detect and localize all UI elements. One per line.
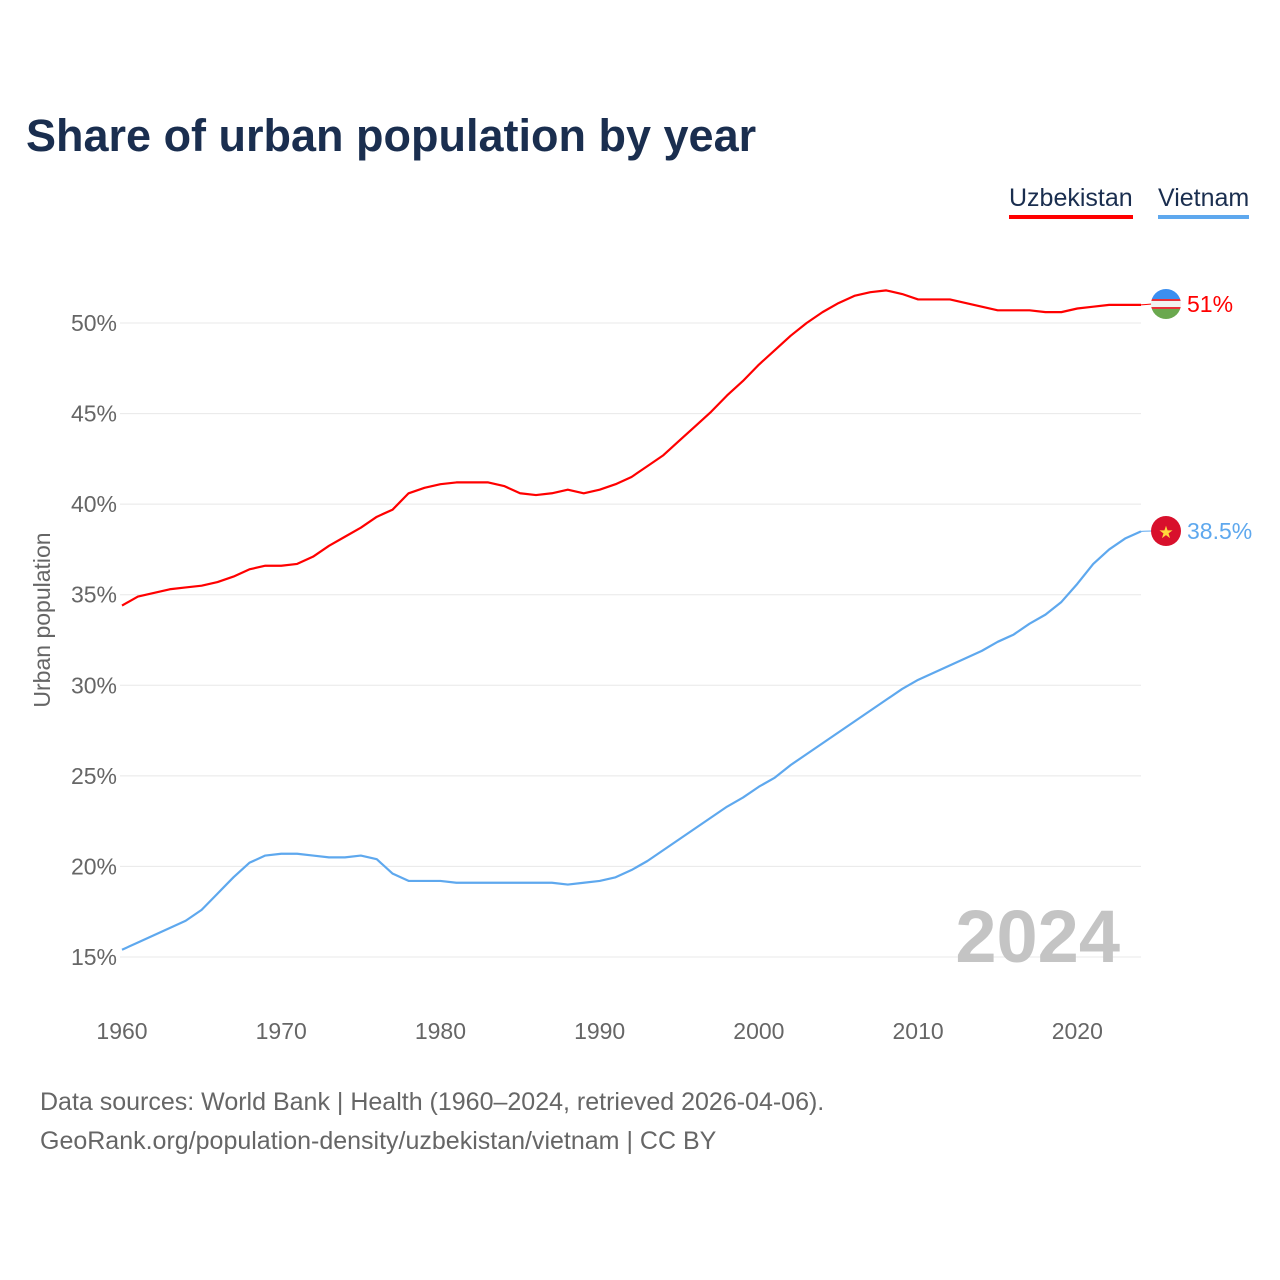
y-axis-label: Urban population: [29, 532, 55, 707]
end-value-label-uzbekistan: 51%: [1187, 291, 1233, 317]
end-value-label-vietnam: 38.5%: [1187, 518, 1252, 544]
y-tick-label: 30%: [71, 672, 117, 698]
footer-sources: Data sources: World Bank | Health (1960–…: [40, 1088, 825, 1116]
series-line-vietnam: [121, 530, 1142, 951]
x-tick-label: 1980: [415, 1018, 466, 1044]
y-tick-label: 40%: [71, 491, 117, 517]
x-tick-label: 1960: [96, 1018, 147, 1044]
legend-item-uzbekistan[interactable]: Uzbekistan: [1009, 184, 1133, 219]
x-tick-label: 1990: [574, 1018, 625, 1044]
series-line-uzbekistan: [121, 289, 1141, 607]
y-tick-label: 25%: [71, 763, 117, 789]
y-tick-label: 15%: [71, 944, 117, 970]
vietnam-flag-icon: ★: [1151, 516, 1181, 546]
x-tick-label: 2000: [733, 1018, 784, 1044]
footer-link[interactable]: GeoRank.org/population-density/uzbekista…: [40, 1127, 717, 1155]
x-tick-label: 1970: [256, 1018, 307, 1044]
y-tick-label: 50%: [71, 310, 117, 336]
y-tick-label: 45%: [71, 401, 117, 427]
end-connector: [1140, 303, 1153, 306]
x-tick-label: 2020: [1052, 1018, 1103, 1044]
x-tick-label: 2010: [893, 1018, 944, 1044]
uzbekistan-flag-icon: [1151, 289, 1181, 319]
legend-item-vietnam[interactable]: Vietnam: [1158, 184, 1250, 219]
y-tick-label: 35%: [71, 582, 117, 608]
y-tick-label: 20%: [71, 853, 117, 879]
svg-text:★: ★: [1158, 523, 1173, 543]
year-watermark: 2024: [955, 895, 1120, 978]
chart-title: Share of urban population by year: [26, 110, 757, 161]
